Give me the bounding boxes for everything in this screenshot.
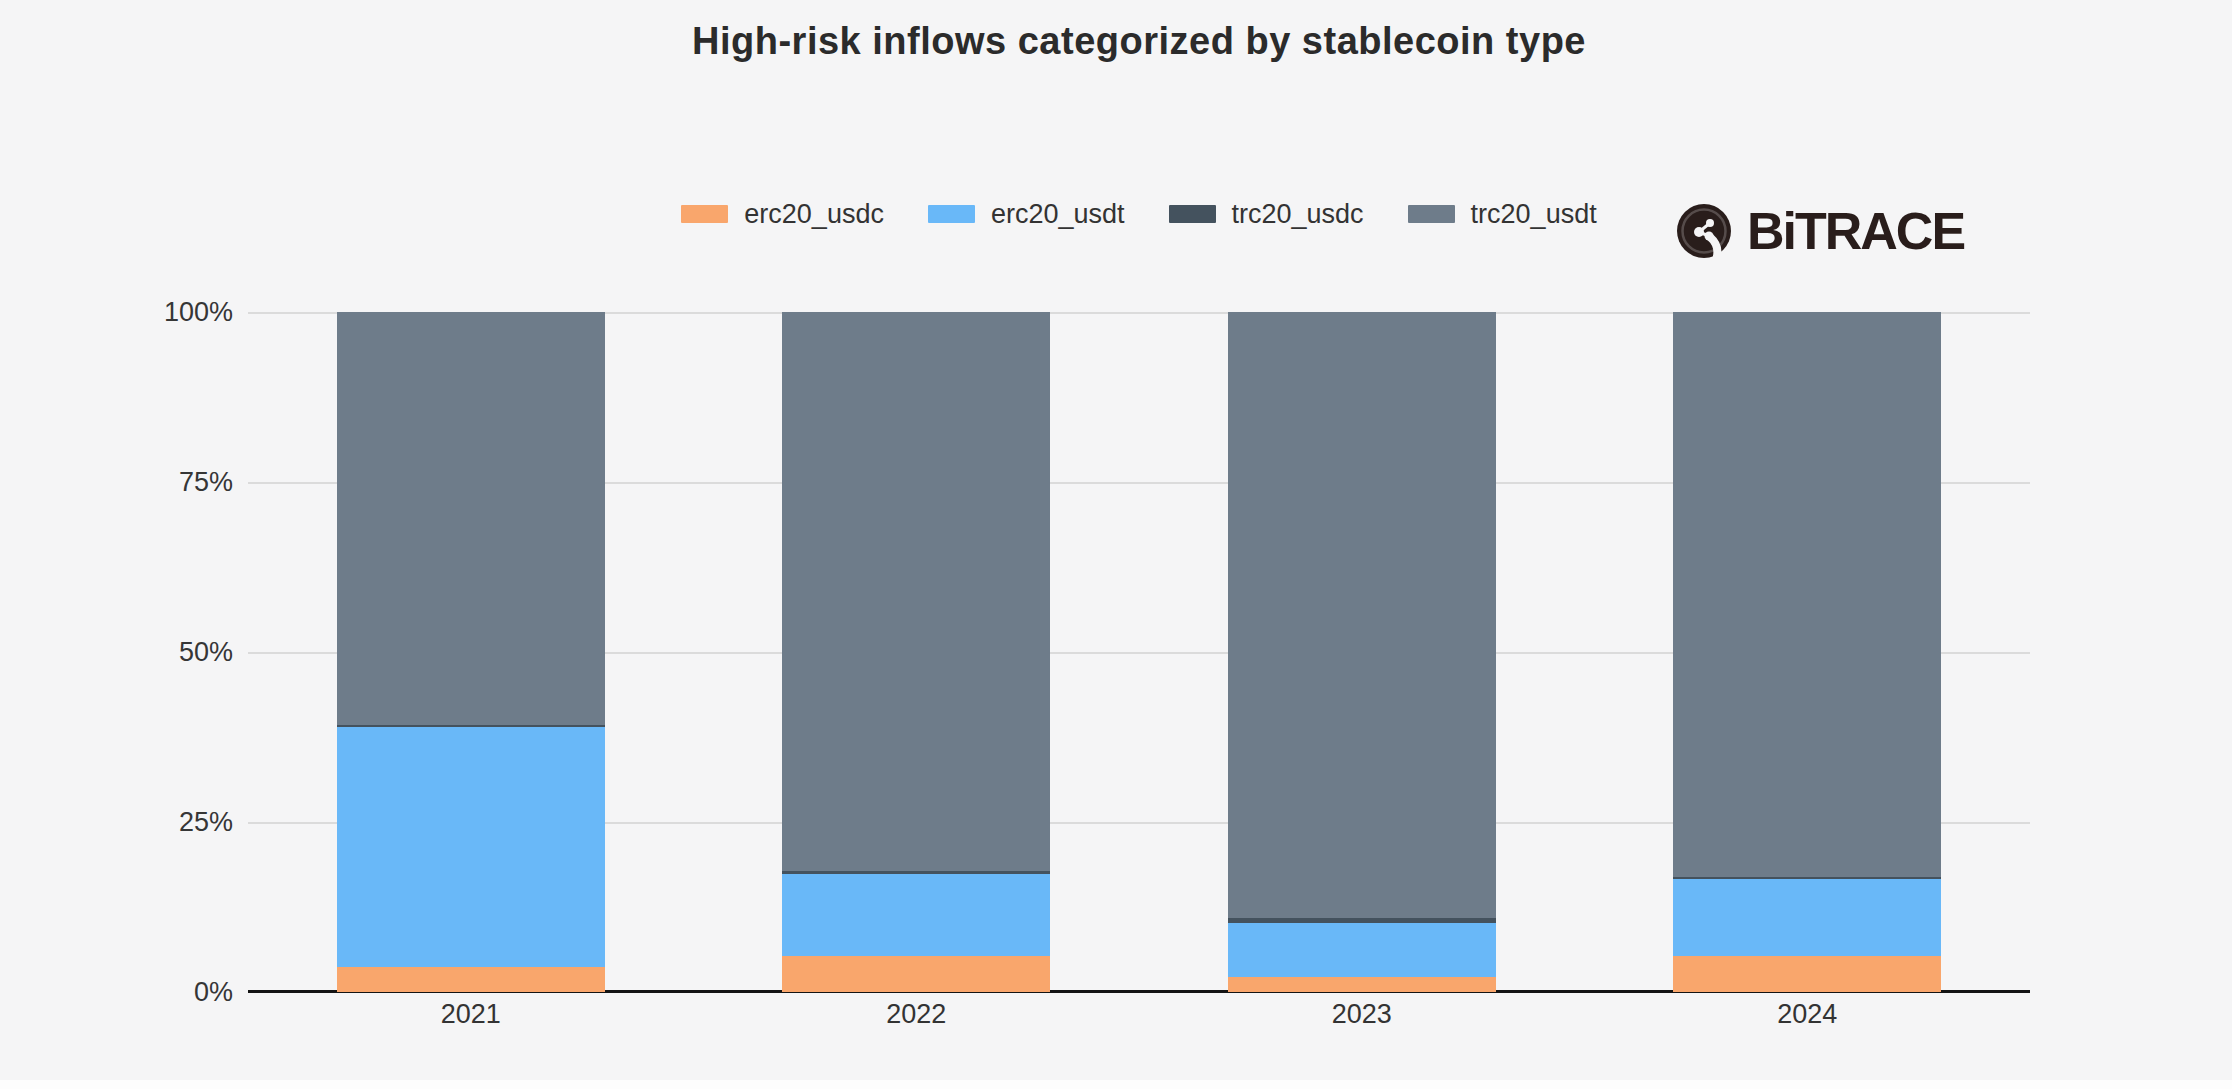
category-column-2023: 2023: [1139, 312, 1585, 992]
bar-segment-erc20_usdc-2023[interactable]: [1228, 977, 1496, 992]
x-axis-tick-label-2022: 2022: [694, 999, 1140, 1030]
x-axis-tick-label-2023: 2023: [1139, 999, 1585, 1030]
x-axis-tick-label-2021: 2021: [248, 999, 694, 1030]
bar-segment-erc20_usdt-2024[interactable]: [1673, 879, 1941, 956]
footer-strip: [0, 1080, 2232, 1089]
bar-segment-trc20_usdt-2022[interactable]: [782, 312, 1050, 871]
legend-label: erc20_usdc: [744, 199, 884, 230]
legend-item-trc20_usdt[interactable]: trc20_usdt: [1408, 199, 1597, 230]
y-axis-tick-label-25: 25%: [48, 808, 233, 836]
bar-segment-erc20_usdt-2022[interactable]: [782, 874, 1050, 956]
y-axis-tick-label-75: 75%: [48, 468, 233, 496]
chart-page: High-risk inflows categorized by stablec…: [0, 0, 2232, 1089]
bar-segment-erc20_usdc-2021[interactable]: [337, 967, 605, 992]
bar-segment-trc20_usdt-2023[interactable]: [1228, 312, 1496, 918]
category-column-2022: 2022: [694, 312, 1140, 992]
legend-swatch-erc20_usdc: [681, 205, 728, 223]
bar-segment-trc20_usdt-2024[interactable]: [1673, 312, 1941, 877]
bar-2021[interactable]: [337, 312, 605, 992]
x-axis-tick-label-2024: 2024: [1585, 999, 2031, 1030]
legend-item-erc20_usdt[interactable]: erc20_usdt: [928, 199, 1125, 230]
legend-swatch-erc20_usdt: [928, 205, 975, 223]
legend-label: erc20_usdt: [991, 199, 1125, 230]
bar-segment-erc20_usdc-2024[interactable]: [1673, 956, 1941, 992]
bar-2022[interactable]: [782, 312, 1050, 992]
legend-label: trc20_usdc: [1232, 199, 1364, 230]
y-axis-tick-label-100: 100%: [48, 298, 233, 326]
bar-segment-erc20_usdt-2023[interactable]: [1228, 923, 1496, 977]
legend-item-erc20_usdc[interactable]: erc20_usdc: [681, 199, 884, 230]
bitrace-logo-icon: [1674, 201, 1734, 261]
bitrace-logo-text: BiTRACE: [1747, 201, 1964, 261]
bar-segment-trc20_usdt-2021[interactable]: [337, 312, 605, 725]
bar-2023[interactable]: [1228, 312, 1496, 992]
bars-container: 2021202220232024: [248, 312, 2030, 992]
legend-label: trc20_usdt: [1471, 199, 1597, 230]
y-axis-tick-label-0: 0%: [48, 978, 233, 1006]
legend-item-trc20_usdc[interactable]: trc20_usdc: [1169, 199, 1364, 230]
bar-segment-erc20_usdc-2022[interactable]: [782, 956, 1050, 992]
bitrace-logo: BiTRACE: [1674, 198, 1964, 264]
category-column-2021: 2021: [248, 312, 694, 992]
legend-swatch-trc20_usdc: [1169, 205, 1216, 223]
y-axis-tick-label-50: 50%: [48, 638, 233, 666]
legend-swatch-trc20_usdt: [1408, 205, 1455, 223]
plot-area: 2021202220232024 0%25%50%75%100%: [248, 312, 2030, 992]
chart-title: High-risk inflows categorized by stablec…: [248, 20, 2030, 63]
bar-segment-erc20_usdt-2021[interactable]: [337, 727, 605, 966]
bar-2024[interactable]: [1673, 312, 1941, 992]
category-column-2024: 2024: [1585, 312, 2031, 992]
